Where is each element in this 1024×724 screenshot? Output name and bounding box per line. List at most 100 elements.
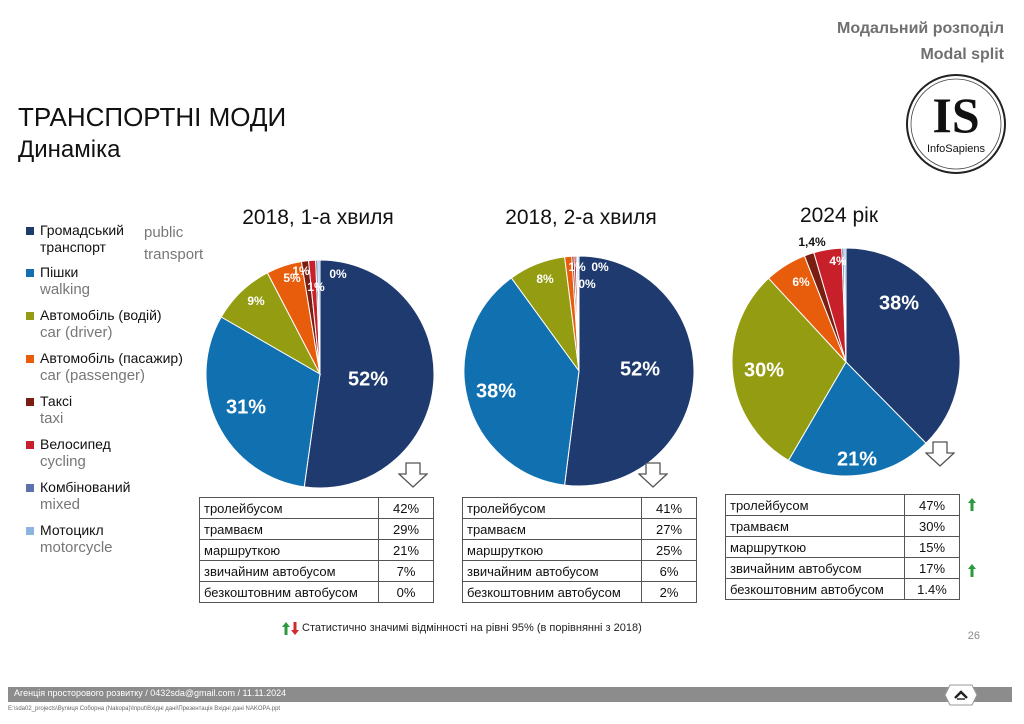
legend-item-car-passenger: Автомобіль (пасажир) car (passenger) <box>24 350 183 385</box>
chart-title-2018-wave1: 2018, 1-а хвиля <box>242 206 394 229</box>
page-subtitle: Динаміка <box>18 136 121 163</box>
table-value: 2% <box>641 581 697 603</box>
table-value: 29% <box>378 518 434 540</box>
logo-text: InfoSapiens <box>927 143 986 155</box>
table-value: 7% <box>378 560 434 582</box>
legend-swatch <box>26 484 34 492</box>
infosapiens-logo: IS InfoSapiens <box>906 74 1006 174</box>
pie-slice <box>205 316 321 488</box>
table-label: звичайним автобусом <box>462 560 642 582</box>
table-label: безкоштовним автобусом <box>725 578 905 600</box>
table-label: безкоштовним автобусом <box>462 581 642 603</box>
pie-slice <box>564 255 695 487</box>
header-ua: Модальний розподіл <box>836 20 1004 37</box>
legend-item-public-transport: Громадський транспорт <box>24 222 183 256</box>
pt-breakdown-table-2024: тролейбусом 47% трамваєм 30% маршруткою 15%… <box>725 494 960 600</box>
pie-slice <box>843 247 847 363</box>
legend-label-ua: Автомобіль (водій) <box>40 307 162 323</box>
data-label: 0% <box>329 267 347 281</box>
chart-title-2024: 2024 рік <box>799 204 879 227</box>
data-label: 0% <box>578 277 596 291</box>
legend-label-ua: Комбінований <box>40 479 131 495</box>
data-label: 1% <box>292 264 310 278</box>
legend-item-motorcycle: Мотоцикл motorcycle <box>24 522 183 557</box>
chart-title-2018-wave2: 2018, 2-а хвиля <box>505 206 657 229</box>
data-label: 8% <box>536 272 554 286</box>
data-label: 5% <box>283 271 301 285</box>
legend-label-en: mixed <box>40 496 81 513</box>
legend: Громадський транспорт Пішки walking Авто… <box>24 222 183 565</box>
footer-text: Агенція просторового розвитку / 0432sda@… <box>14 688 287 698</box>
table-value: 15% <box>904 536 960 558</box>
table-row: безкоштовним автобусом 0% <box>199 581 434 603</box>
table-label: безкоштовним автобусом <box>199 581 379 603</box>
legend-swatch <box>26 398 34 406</box>
legend-swatch <box>26 227 34 235</box>
pt-breakdown-table-2018-wave2: тролейбусом 41% трамваєм 27% маршруткою 25%… <box>462 497 697 603</box>
table-value: 17% <box>904 557 960 579</box>
table-label: тролейбусом <box>725 494 905 516</box>
logo-letters: IS <box>932 87 979 143</box>
pt-breakdown-table-2018-wave1: тролейбусом 42% трамваєм 29% маршруткою 21%… <box>199 497 434 603</box>
legend-swatch <box>26 312 34 320</box>
legend-label-en: motorcycle <box>40 539 113 556</box>
data-label: 31% <box>226 396 266 418</box>
footer-path: E:\sda02_projects\Вулиця Соборна (Nakopa… <box>8 706 281 712</box>
sig-up-arrow-icon <box>968 498 976 511</box>
data-label: 38% <box>879 292 919 314</box>
table-label: звичайним автобусом <box>725 557 905 579</box>
data-label: 6% <box>792 275 810 289</box>
table-label: маршруткою <box>725 536 905 558</box>
legend-label-en: car (passenger) <box>40 367 146 384</box>
down-arrow-icon <box>398 462 428 488</box>
legend-label-en: taxi <box>40 410 64 427</box>
legend-item-car-driver: Автомобіль (водій) car (driver) <box>24 307 183 342</box>
legend-label-en-public-transport: public transport <box>144 224 204 263</box>
data-label: 30% <box>744 359 784 381</box>
page-title: ТРАНСПОРТНІ МОДИ <box>18 102 287 132</box>
pie-slice <box>317 259 321 375</box>
legend-label-ua: Автомобіль (пасажир) <box>40 350 183 366</box>
table-value: 47% <box>904 494 960 516</box>
legend-swatch <box>26 355 34 363</box>
data-label: 4% <box>829 254 847 268</box>
table-row: безкоштовним автобусом 2% <box>462 581 697 603</box>
data-label: 38% <box>476 380 516 402</box>
data-label: 9% <box>247 294 265 308</box>
data-label: 1% <box>568 260 586 274</box>
data-label: 1% <box>307 280 325 294</box>
home-nav-icon[interactable] <box>944 683 978 707</box>
legend-label-ua: Велосипед <box>40 436 111 452</box>
pie-slice <box>463 277 580 486</box>
legend-label-en: walking <box>40 281 91 298</box>
table-row: тролейбусом 47% <box>725 494 960 516</box>
legend-label-ua: Таксі <box>40 393 73 409</box>
sig-up-arrow-icon <box>968 564 976 577</box>
sig-updown-arrows-icon <box>282 622 299 635</box>
pie-slice <box>787 361 927 477</box>
data-label: 52% <box>620 358 660 380</box>
pie-slice <box>731 277 847 462</box>
table-value: 30% <box>904 515 960 537</box>
legend-swatch <box>26 527 34 535</box>
table-row: тролейбусом 41% <box>462 497 697 519</box>
pie-slice <box>577 255 580 372</box>
footer-bar: Агенція просторового розвитку / 0432sda@… <box>8 687 1012 702</box>
data-label: 52% <box>348 368 388 390</box>
data-label: 0% <box>591 260 609 274</box>
pie-slice <box>845 247 961 444</box>
legend-swatch <box>26 441 34 449</box>
legend-label-ua: Мотоцикл <box>40 522 104 538</box>
legend-label-en: cycling <box>40 453 86 470</box>
legend-item-walking: Пішки walking <box>24 264 183 299</box>
table-label: тролейбусом <box>462 497 642 519</box>
table-row: звичайним автобусом 17% <box>725 557 960 579</box>
table-value: 1.4% <box>904 578 960 600</box>
legend-item-taxi: Таксі taxi <box>24 393 183 428</box>
legend-swatch <box>26 269 34 277</box>
table-row: звичайним автобусом 6% <box>462 560 697 582</box>
page-number: 26 <box>967 630 980 642</box>
header-en: Modal split <box>920 46 1004 63</box>
legend-label-ua: Пішки <box>40 264 79 280</box>
